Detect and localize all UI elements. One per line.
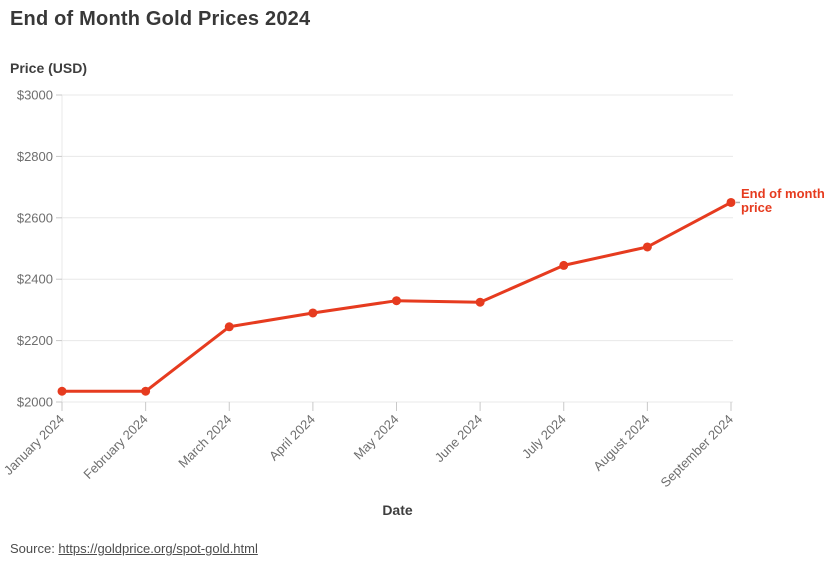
gridlines [61,94,733,403]
x-tick-label: July 2024 [519,412,569,462]
data-point [141,386,151,396]
y-axis-ticks [56,94,62,403]
y-tick-label: $2000 [17,395,53,410]
chart-title: End of Month Gold Prices 2024 [10,8,311,30]
data-point [642,242,652,252]
data-point [224,322,234,332]
x-tick-label: April 2024 [266,412,318,464]
x-tick-label: June 2024 [432,412,486,466]
x-axis-ticks [61,402,732,411]
source-prefix: Source: [10,541,59,556]
x-tick-label: February 2024 [80,412,150,482]
end-of-month-price-annotation: End of month price [741,186,825,215]
data-point [475,297,485,307]
source-line: Source: https://goldprice.org/spot-gold.… [10,541,258,556]
x-tick-label: January 2024 [1,412,67,478]
x-tick-label: August 2024 [590,412,652,474]
y-axis-tick-labels: $2000 $2200 $2400 $2600 $2800 $3000 [17,88,53,410]
y-tick-label: $3000 [17,88,53,103]
y-tick-label: $2200 [17,333,53,348]
x-axis-tick-labels: January 2024 February 2024 March 2024 April… [1,412,736,491]
data-point [392,296,401,306]
y-tick-label: $2400 [17,272,53,287]
x-axis-title: Date [382,502,413,518]
data-point [308,308,318,318]
data-point [726,197,736,207]
data-point [57,386,67,396]
source-link[interactable]: https://goldprice.org/spot-gold.html [58,541,258,556]
y-tick-label: $2800 [17,149,53,164]
price-line-series [57,197,736,396]
data-point [559,260,569,270]
y-tick-label: $2600 [17,210,53,225]
line-chart-plot: $2000 $2200 $2400 $2600 $2800 $3000 January 2… [1,88,740,491]
y-axis-title: Price (USD) [10,60,88,76]
x-tick-label: March 2024 [175,412,234,471]
x-tick-label: September 2024 [658,412,737,491]
x-tick-label: May 2024 [351,412,402,463]
